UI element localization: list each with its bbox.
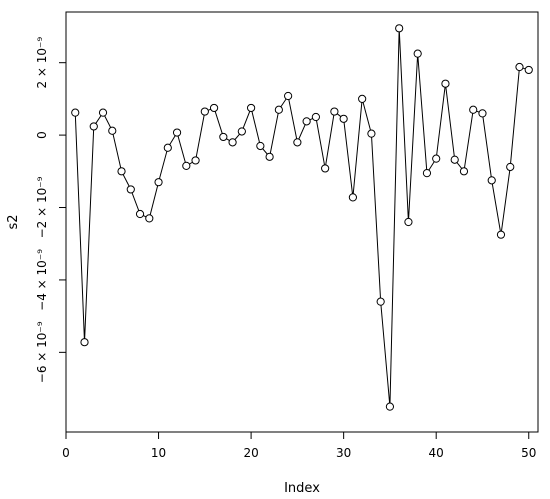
data-point xyxy=(422,169,432,178)
data-point xyxy=(441,79,450,88)
y-tick-label: −2 × 10⁻⁹ xyxy=(35,176,49,238)
data-point xyxy=(228,138,237,147)
data-point xyxy=(182,161,191,170)
data-point xyxy=(98,108,108,117)
data-point xyxy=(163,143,172,152)
data-point xyxy=(80,338,89,347)
data-point xyxy=(256,141,265,151)
data-point xyxy=(348,193,358,202)
data-point xyxy=(145,214,154,223)
data-point xyxy=(469,105,478,114)
data-point xyxy=(339,114,348,123)
data-point xyxy=(450,155,459,164)
data-point xyxy=(311,112,320,122)
data-point xyxy=(117,167,126,176)
x-tick-label: 20 xyxy=(243,446,258,460)
data-point xyxy=(432,154,441,163)
data-point xyxy=(404,217,413,227)
data-point xyxy=(200,107,209,116)
data-point xyxy=(135,209,145,219)
data-point xyxy=(108,126,117,135)
data-point xyxy=(358,94,367,103)
y-axis: −6 × 10⁻⁹ −4 × 10⁻⁹ −2 × 10⁻⁹ 0 2 × 10⁻⁹ xyxy=(35,37,66,383)
data-point xyxy=(367,129,376,138)
x-axis-title: Index xyxy=(284,481,320,496)
data-point xyxy=(376,297,385,306)
series xyxy=(71,24,533,411)
data-point xyxy=(496,230,506,239)
data-point xyxy=(330,107,339,116)
x-tick-label: 40 xyxy=(429,446,444,460)
data-point xyxy=(191,156,200,165)
data-point xyxy=(246,103,256,113)
data-point xyxy=(321,164,330,173)
data-point xyxy=(385,402,395,411)
data-point xyxy=(219,132,228,142)
data-point xyxy=(89,122,98,131)
data-point xyxy=(487,176,496,185)
data-point xyxy=(126,185,135,194)
data-point xyxy=(209,103,219,113)
y-tick-label: −6 × 10⁻⁹ xyxy=(35,321,49,383)
x-tick-label: 50 xyxy=(521,446,536,460)
data-point xyxy=(172,128,182,137)
series-line xyxy=(74,28,529,407)
x-axis: 0 10 20 30 40 50 xyxy=(62,432,536,460)
data-point xyxy=(478,109,487,118)
x-tick-label: 10 xyxy=(151,446,166,460)
plot-frame xyxy=(65,11,539,433)
data-point xyxy=(154,178,163,187)
data-point xyxy=(395,24,404,33)
data-point xyxy=(274,105,283,114)
data-point xyxy=(524,65,533,75)
data-point xyxy=(284,91,293,101)
y-tick-label: −4 × 10⁻⁹ xyxy=(35,249,49,311)
data-point xyxy=(71,108,80,117)
y-tick-label: 0 xyxy=(35,131,49,139)
data-point xyxy=(413,49,422,58)
data-point xyxy=(459,167,469,176)
y-axis-title: s2 xyxy=(6,214,21,229)
data-point xyxy=(237,127,246,136)
data-point xyxy=(302,117,311,126)
y-tick-label: 2 × 10⁻⁹ xyxy=(35,37,49,89)
data-point xyxy=(515,62,524,72)
x-tick-label: 0 xyxy=(62,446,70,460)
data-point xyxy=(293,138,302,147)
data-point xyxy=(265,152,274,161)
data-point xyxy=(506,162,515,172)
x-tick-label: 30 xyxy=(336,446,351,460)
